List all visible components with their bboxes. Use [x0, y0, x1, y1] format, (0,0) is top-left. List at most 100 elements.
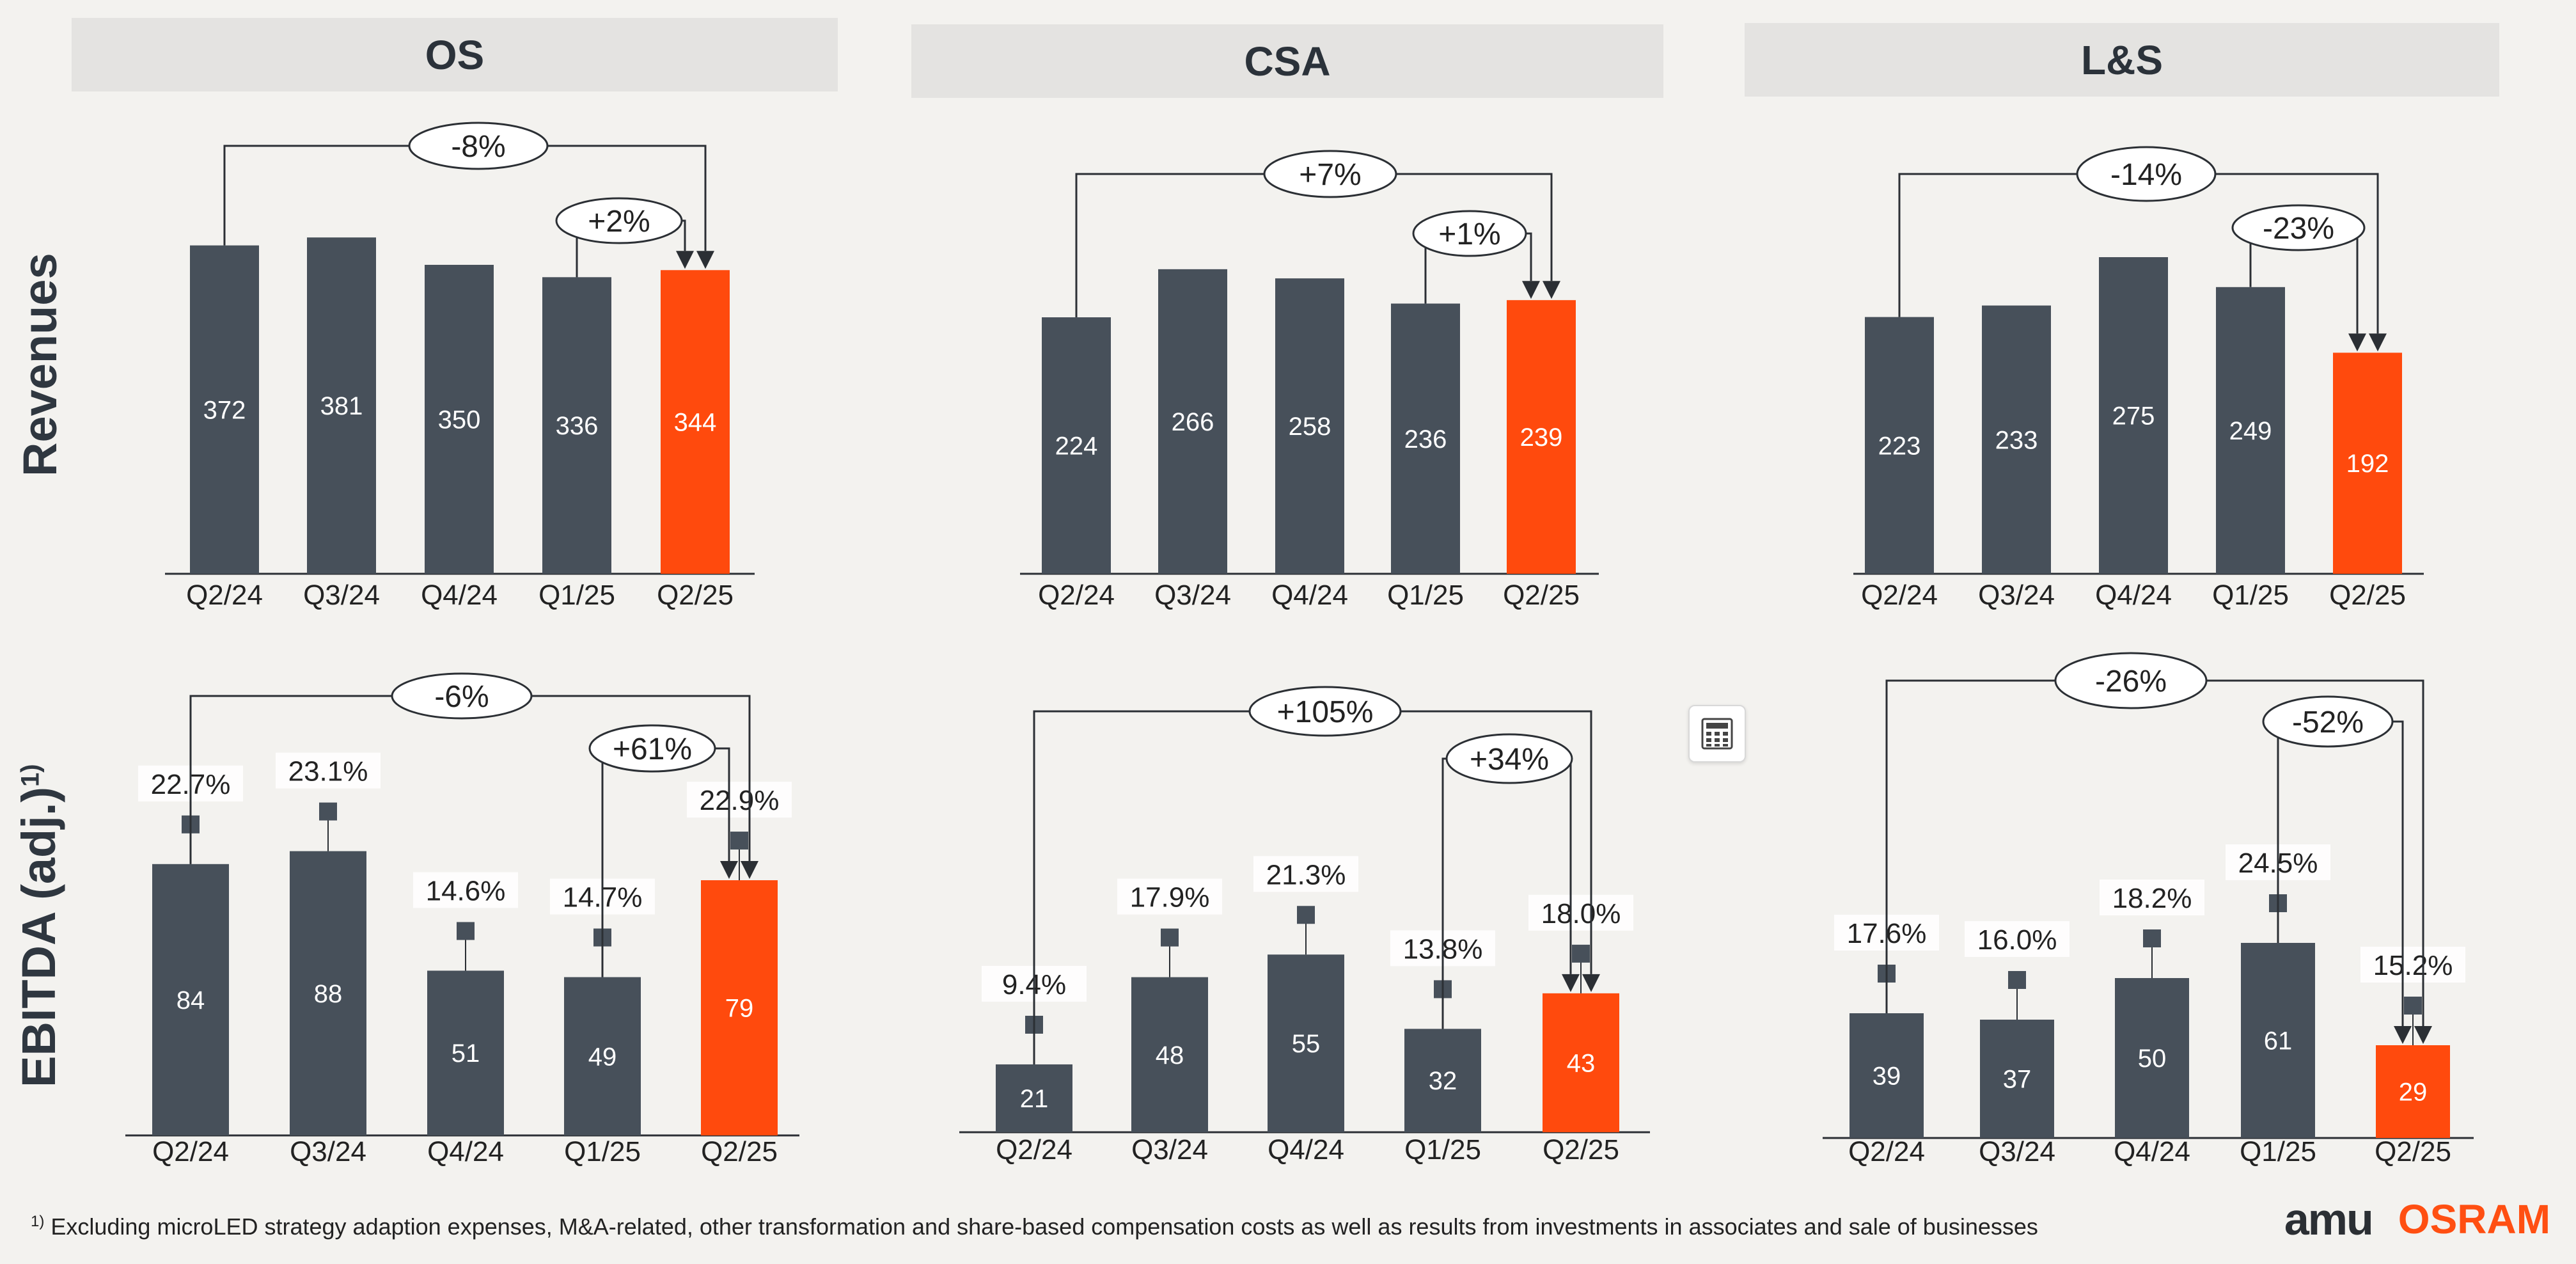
ls-revenue-yoy-arrow: [2369, 333, 2387, 352]
calculator-icon[interactable]: [1688, 705, 1746, 762]
footnote: 1) Excluding microLED strategy adaption …: [31, 1213, 2038, 1240]
os-ebitda-tick-3: Q1/25: [564, 1136, 641, 1167]
ls-ebitda-margin-label-bg-1: [1965, 921, 2069, 957]
ls-ebitda-margin-marker-4: [2404, 997, 2422, 1015]
ls-ebitda-value-0: 39: [1873, 1063, 1901, 1091]
csa-ebitda-margin-marker-1: [1161, 928, 1179, 947]
os-ebitda-value-4: 79: [725, 995, 754, 1023]
os-ebitda-qoq-label: +61%: [613, 732, 692, 766]
os-revenue-bar-1: [307, 237, 376, 574]
ls-revenue-yoy-bubble: [2076, 146, 2217, 202]
os-ebitda-bar-2: [427, 970, 504, 1135]
os-ebitda-margin-label-2: 14.6%: [426, 875, 506, 906]
csa-ebitda-yoy-bubble: [1248, 686, 1402, 737]
ls-ebitda-margin-label-bg-4: [2360, 947, 2465, 983]
csa-ebitda-tick-3: Q1/25: [1404, 1134, 1481, 1165]
os-ebitda-bar-1: [290, 851, 366, 1135]
ls-ebitda-margin-marker-2: [2143, 929, 2161, 947]
csa-revenue-bar-0: [1042, 317, 1111, 574]
os-revenue-value-1: 381: [320, 392, 363, 420]
csa-ebitda-tick-4: Q2/25: [1543, 1134, 1619, 1165]
csa-ebitda-qoq-arrow: [1562, 974, 1580, 992]
ls-revenue-bar-2: [2099, 257, 2168, 574]
ls-ebitda-value-4: 29: [2399, 1078, 2428, 1107]
csa-ebitda-bar-0: [996, 1064, 1072, 1132]
csa-ebitda-margin-label-1: 17.9%: [1130, 882, 1210, 913]
csa-ebitda-margin-label-4: 18.0%: [1541, 898, 1621, 929]
footnote-text: Excluding microLED strategy adaption exp…: [51, 1213, 2038, 1240]
os-revenue-bar-0: [190, 245, 259, 574]
ls-ebitda-bar-1: [1980, 1020, 2054, 1138]
csa-revenue-qoq-label: +1%: [1438, 217, 1500, 251]
ls-ebitda-qoq-bubble: [2262, 695, 2394, 748]
csa-revenue-bar-1: [1158, 269, 1227, 574]
ls-revenue-tick-3: Q1/25: [2212, 580, 2289, 611]
ls-revenue-tick-2: Q4/24: [2095, 580, 2172, 611]
os-ebitda-margin-marker-4: [730, 832, 748, 850]
csa-ebitda-qoq-bubble: [1445, 733, 1573, 784]
ls-revenue-value-3: 249: [2229, 417, 2272, 445]
header-csa: CSA: [911, 24, 1663, 98]
os-revenue-bar-3: [542, 277, 611, 574]
csa-ebitda-value-4: 43: [1567, 1049, 1596, 1077]
os-ebitda-margin-label-4: 22.9%: [700, 785, 780, 816]
os-ebitda-tick-4: Q2/25: [701, 1136, 778, 1167]
csa-revenue-value-2: 258: [1289, 413, 1331, 441]
os-ebitda-value-3: 49: [588, 1043, 617, 1071]
os-ebitda-yoy-bracket: [189, 695, 751, 864]
ls-revenue-qoq-bubble: [2231, 204, 2366, 251]
ls-revenue-qoq-label: -23%: [2263, 212, 2334, 246]
csa-revenue-tick-3: Q1/25: [1387, 580, 1464, 611]
csa-revenue-yoy-arrow: [1543, 281, 1560, 299]
os-ebitda-bar-4: [701, 880, 778, 1135]
os-ebitda-value-2: 51: [452, 1039, 480, 1068]
csa-ebitda-margin-label-bg-1: [1117, 878, 1222, 915]
os-revenue-yoy-label: -8%: [451, 130, 505, 164]
ls-ebitda-tick-0: Q2/24: [1848, 1136, 1925, 1167]
os-revenue-qoq-label: +2%: [588, 205, 650, 239]
csa-revenue-yoy-bubble: [1263, 150, 1397, 198]
csa-ebitda-value-3: 32: [1429, 1067, 1457, 1095]
os-ebitda-value-1: 88: [314, 980, 343, 1008]
os-revenue-yoy-arrow: [696, 251, 714, 269]
ls-ebitda-value-1: 37: [2003, 1066, 2032, 1094]
csa-revenue-value-3: 236: [1404, 425, 1447, 454]
os-revenue-bar-4: [661, 270, 730, 574]
csa-ebitda-margin-label-bg-2: [1253, 856, 1358, 892]
os-revenue-qoq-arrow: [676, 251, 694, 269]
ls-ebitda-qoq-label: -52%: [2292, 706, 2364, 739]
csa-ebitda-qoq-label: +34%: [1470, 743, 1549, 777]
csa-ebitda-tick-0: Q2/24: [996, 1134, 1072, 1165]
os-revenue-value-2: 350: [438, 406, 481, 434]
os-ebitda-qoq-bubble: [588, 724, 716, 773]
os-revenue-qoq-bubble: [555, 197, 683, 244]
os-ebitda-bar-0: [152, 864, 229, 1135]
ls-revenue-bar-3: [2216, 287, 2285, 574]
os-revenue-value-0: 372: [203, 396, 246, 424]
os-ebitda-bar-3: [564, 977, 641, 1135]
os-ebitda-yoy-arrow: [741, 861, 758, 880]
ls-ebitda-qoq-arrow: [2394, 1026, 2412, 1044]
os-revenue-tick-1: Q3/24: [303, 580, 380, 611]
ls-ebitda-margin-marker-1: [2008, 971, 2026, 989]
csa-ebitda-margin-label-2: 21.3%: [1266, 859, 1346, 890]
osram-logo: OSRAM: [2398, 1196, 2550, 1242]
ls-revenue-value-0: 223: [1878, 432, 1921, 460]
csa-revenue-bar-2: [1275, 278, 1344, 574]
os-ebitda-tick-2: Q4/24: [427, 1136, 504, 1167]
csa-ebitda-tick-2: Q4/24: [1268, 1134, 1344, 1165]
csa-revenue-bar-3: [1391, 303, 1460, 574]
ls-revenue-bar-4: [2333, 352, 2402, 574]
csa-revenue-tick-2: Q4/24: [1271, 580, 1348, 611]
ls-ebitda-margin-label-2: 18.2%: [2112, 883, 2192, 914]
os-ebitda-margin-label-bg-1: [276, 752, 381, 789]
os-revenue-tick-3: Q1/25: [538, 580, 615, 611]
csa-revenue-tick-4: Q2/25: [1503, 580, 1580, 611]
ls-ebitda-bar-4: [2376, 1045, 2450, 1138]
csa-ebitda-value-2: 55: [1292, 1030, 1321, 1058]
csa-ebitda-qoq-bracket: [1441, 757, 1572, 1029]
os-ebitda-tick-1: Q3/24: [290, 1136, 366, 1167]
csa-revenue-qoq-bubble: [1412, 210, 1527, 257]
os-revenue-yoy-bubble: [408, 122, 549, 170]
footnote-marker: 1): [31, 1213, 45, 1230]
